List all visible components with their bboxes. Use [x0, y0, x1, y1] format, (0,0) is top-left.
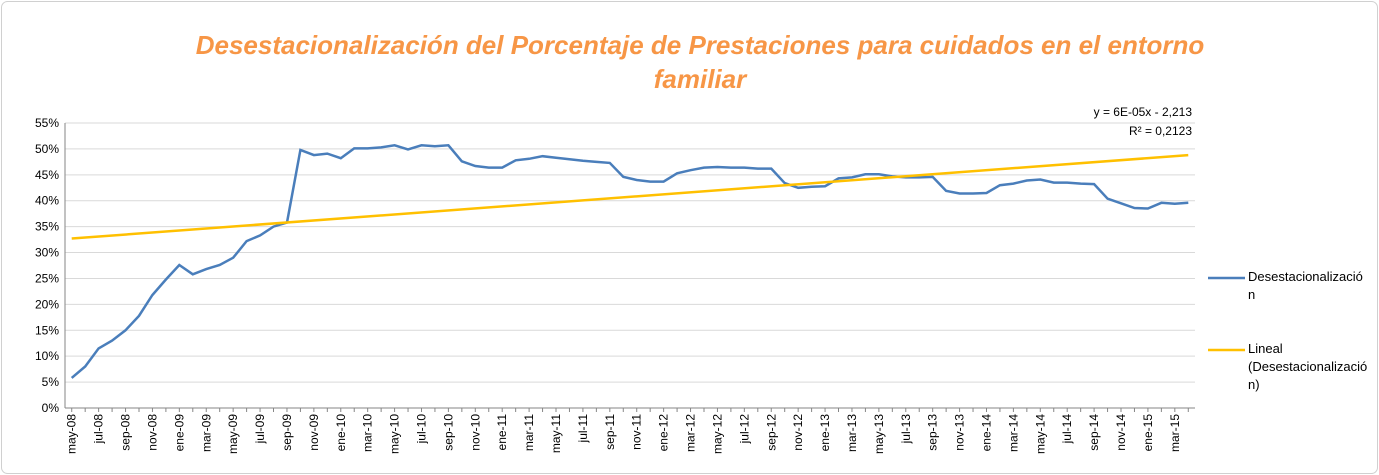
data-line — [70, 144, 1189, 379]
x-tick-label: ene-12 — [657, 414, 671, 452]
x-tick-label: mar-11 — [522, 414, 536, 451]
x-tick-label: may-13 — [872, 414, 886, 454]
chart-title: Desestacionalización del Porcentaje de P… — [195, 30, 1205, 94]
y-tick-label: 55% — [35, 116, 59, 130]
x-tick-label: sep-12 — [764, 414, 778, 451]
x-tick-label: jul-11 — [576, 414, 590, 444]
x-tick-label: jul-09 — [253, 414, 267, 445]
y-tick-label: 10% — [35, 349, 59, 363]
x-tick-label: jul-10 — [414, 414, 428, 445]
x-tick-label: sep-14 — [1087, 414, 1101, 451]
y-tick-label: 15% — [35, 323, 59, 337]
x-tick-label: ene-09 — [172, 414, 186, 452]
x-tick-label: nov-08 — [145, 414, 159, 451]
y-tick-label: 45% — [35, 168, 59, 182]
y-tick-label: 50% — [35, 142, 59, 156]
trend-equation: y = 6E-05x - 2,213 — [1094, 105, 1193, 119]
trend-line — [71, 153, 1189, 240]
legend-label: Lineal (Desestacionalización) — [1248, 341, 1368, 392]
y-tick-label: 40% — [35, 194, 59, 208]
x-tick-label: ene-14 — [979, 414, 993, 452]
x-tick-label: mar-09 — [199, 414, 213, 452]
x-tick-label: jul-12 — [737, 414, 751, 445]
x-tick-label: mar-10 — [361, 414, 375, 452]
x-tick-label: may-11 — [549, 414, 563, 453]
x-tick-label: nov-14 — [1114, 414, 1128, 451]
x-tick-label: mar-15 — [1168, 414, 1182, 452]
x-tick-label: may-12 — [710, 414, 724, 454]
x-tick-label: mar-13 — [845, 414, 859, 452]
x-tick-label: ene-15 — [1141, 414, 1155, 452]
x-tick-label: jul-14 — [1060, 414, 1074, 445]
x-tick-label: ene-11 — [495, 414, 509, 451]
x-tick-label: mar-12 — [684, 414, 698, 452]
x-tick-label: nov-12 — [791, 414, 805, 451]
y-tick-label: 25% — [35, 271, 59, 285]
x-tick-label: sep-09 — [280, 414, 294, 451]
x-tick-label: nov-13 — [953, 414, 967, 451]
x-tick-label: sep-13 — [926, 414, 940, 451]
x-tick-label: sep-11 — [603, 414, 617, 450]
x-tick-label: may-14 — [1033, 414, 1047, 454]
x-tick-label: may-10 — [388, 414, 402, 454]
x-tick-label: mar-14 — [1006, 414, 1020, 452]
x-tick-label: nov-09 — [307, 414, 321, 451]
y-tick-label: 0% — [42, 401, 60, 415]
x-tick-label: may-08 — [65, 414, 79, 454]
y-tick-label: 35% — [35, 220, 59, 234]
x-tick-label: sep-10 — [441, 414, 455, 451]
x-tick-label: sep-08 — [119, 414, 133, 451]
x-tick-label: ene-10 — [334, 414, 348, 452]
x-tick-label: jul-08 — [92, 414, 106, 445]
x-tick-label: ene-13 — [818, 414, 832, 452]
y-tick-label: 20% — [35, 297, 59, 311]
y-tick-label: 5% — [42, 375, 60, 389]
x-tick-label: may-09 — [226, 414, 240, 454]
x-tick-label: jul-13 — [899, 414, 913, 445]
x-tick-label: nov-10 — [468, 414, 482, 451]
y-tick-label: 30% — [35, 246, 59, 260]
legend-label: Desestacionalización — [1248, 269, 1363, 302]
trend-r-squared: R² = 0,2123 — [1129, 124, 1192, 138]
x-tick-label: nov-11 — [630, 414, 644, 450]
